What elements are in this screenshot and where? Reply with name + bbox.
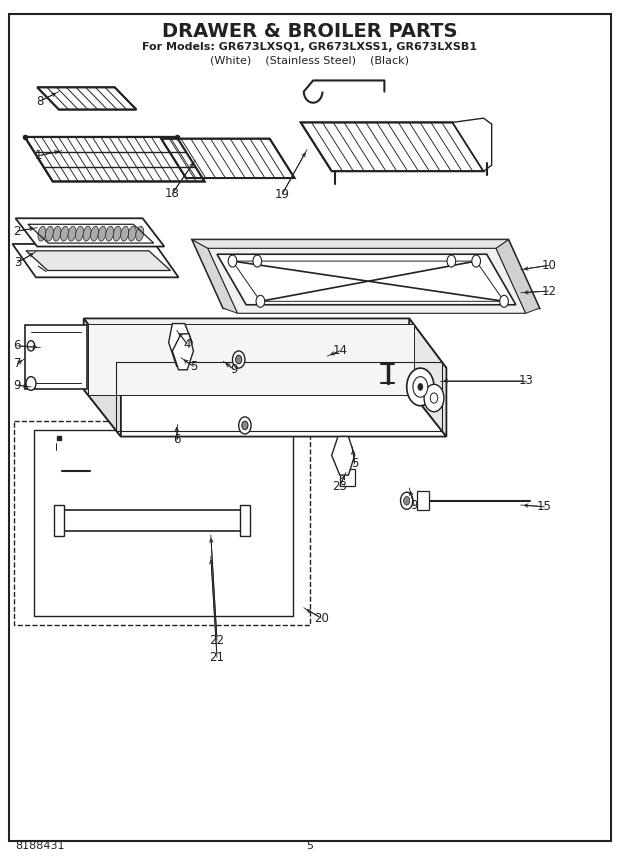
- Ellipse shape: [38, 226, 46, 241]
- Text: 2: 2: [14, 224, 21, 238]
- Polygon shape: [84, 318, 121, 437]
- Circle shape: [430, 393, 438, 403]
- Circle shape: [500, 295, 508, 307]
- Text: 6: 6: [14, 339, 21, 353]
- Circle shape: [239, 417, 251, 434]
- Polygon shape: [192, 240, 237, 313]
- Polygon shape: [37, 87, 136, 110]
- Ellipse shape: [53, 226, 61, 241]
- Ellipse shape: [61, 226, 68, 241]
- Text: 4: 4: [184, 337, 191, 351]
- Circle shape: [418, 383, 423, 390]
- Polygon shape: [417, 491, 429, 510]
- Polygon shape: [12, 244, 179, 277]
- Circle shape: [472, 255, 480, 267]
- Ellipse shape: [136, 226, 144, 241]
- Polygon shape: [172, 334, 193, 370]
- Text: 5: 5: [351, 457, 358, 471]
- Polygon shape: [25, 325, 87, 389]
- Circle shape: [27, 341, 35, 351]
- Circle shape: [407, 368, 434, 406]
- Polygon shape: [208, 248, 526, 313]
- Polygon shape: [16, 218, 164, 247]
- Polygon shape: [161, 139, 294, 178]
- Circle shape: [236, 355, 242, 364]
- Polygon shape: [34, 430, 293, 616]
- Circle shape: [404, 496, 410, 505]
- Circle shape: [413, 377, 428, 397]
- Ellipse shape: [45, 226, 53, 241]
- Ellipse shape: [68, 226, 76, 241]
- Polygon shape: [240, 505, 250, 536]
- Polygon shape: [232, 261, 504, 301]
- Text: 20: 20: [314, 611, 329, 625]
- Text: 8: 8: [37, 94, 44, 108]
- Polygon shape: [169, 324, 192, 366]
- Ellipse shape: [91, 226, 99, 241]
- Polygon shape: [25, 137, 205, 181]
- Polygon shape: [332, 437, 355, 475]
- Text: 10: 10: [541, 259, 556, 272]
- Text: 5: 5: [190, 360, 197, 373]
- Text: 5: 5: [306, 841, 314, 851]
- Text: 7: 7: [14, 357, 21, 371]
- Circle shape: [228, 255, 237, 267]
- Polygon shape: [54, 505, 64, 536]
- Circle shape: [256, 295, 265, 307]
- Polygon shape: [192, 240, 539, 308]
- Text: DRAWER & BROILER PARTS: DRAWER & BROILER PARTS: [162, 22, 458, 41]
- Circle shape: [242, 421, 248, 430]
- Polygon shape: [84, 389, 446, 437]
- Text: 3: 3: [14, 256, 21, 270]
- Ellipse shape: [76, 226, 84, 241]
- Text: 19: 19: [275, 187, 290, 201]
- Polygon shape: [340, 469, 355, 486]
- Text: 23: 23: [332, 479, 347, 493]
- Polygon shape: [192, 240, 508, 248]
- Text: 8188431: 8188431: [16, 841, 65, 851]
- Text: 18: 18: [165, 187, 180, 200]
- Text: 21: 21: [210, 651, 224, 664]
- Text: 12: 12: [541, 284, 556, 298]
- Polygon shape: [453, 118, 492, 171]
- Text: (White)    (Stainless Steel)    (Black): (White) (Stainless Steel) (Black): [211, 56, 409, 66]
- Polygon shape: [496, 240, 539, 313]
- Polygon shape: [301, 122, 484, 171]
- Text: 9: 9: [231, 363, 238, 377]
- Polygon shape: [59, 510, 245, 531]
- Polygon shape: [409, 318, 446, 437]
- Text: 22: 22: [210, 633, 224, 647]
- Circle shape: [447, 255, 456, 267]
- Circle shape: [253, 255, 262, 267]
- Circle shape: [232, 351, 245, 368]
- Polygon shape: [217, 254, 516, 305]
- Text: 1: 1: [35, 149, 42, 163]
- Circle shape: [424, 384, 444, 412]
- Polygon shape: [14, 421, 310, 625]
- Polygon shape: [26, 251, 170, 270]
- Text: 9: 9: [14, 378, 21, 392]
- Ellipse shape: [113, 226, 121, 241]
- Text: 13: 13: [518, 374, 533, 388]
- Polygon shape: [84, 318, 446, 368]
- Circle shape: [401, 492, 413, 509]
- Text: 9: 9: [410, 498, 418, 512]
- Ellipse shape: [105, 226, 113, 241]
- Text: eReplacementParts.com: eReplacementParts.com: [238, 366, 382, 379]
- Text: For Models: GR673LXSQ1, GR673LXSS1, GR673LXSB1: For Models: GR673LXSQ1, GR673LXSS1, GR67…: [143, 42, 477, 52]
- Text: 14: 14: [332, 344, 347, 358]
- Ellipse shape: [98, 226, 106, 241]
- Text: 6: 6: [173, 432, 180, 446]
- Polygon shape: [88, 324, 414, 395]
- Text: 15: 15: [537, 500, 552, 514]
- Ellipse shape: [121, 226, 129, 241]
- Circle shape: [26, 377, 36, 390]
- Ellipse shape: [83, 226, 91, 241]
- Ellipse shape: [128, 226, 136, 241]
